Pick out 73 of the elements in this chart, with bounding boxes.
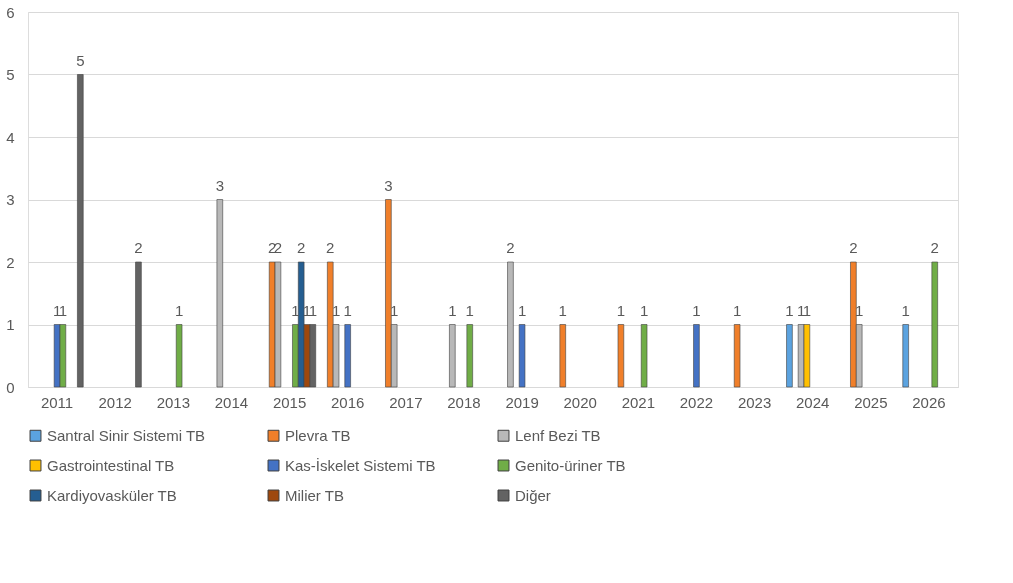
data-label: 5 <box>76 51 85 69</box>
legend-label: Kas-İskelet Sistemi TB <box>285 456 436 474</box>
y-tick-label: 1 <box>6 316 15 333</box>
data-label: 1 <box>802 301 812 319</box>
legend-label: Gastrointestinal TB <box>47 456 175 474</box>
y-tick-label: 2 <box>6 253 15 271</box>
bar <box>786 324 793 388</box>
legend-label: Santral Sinir Sistemi TB <box>47 426 206 444</box>
data-label: 1 <box>901 301 910 319</box>
x-tick-label: 2024 <box>796 393 830 411</box>
bar <box>733 324 741 388</box>
data-label: 1 <box>639 301 649 319</box>
data-label: 1 <box>465 301 474 319</box>
x-tick-label: 2012 <box>98 393 132 411</box>
bar <box>77 74 84 388</box>
x-tick-label: 2014 <box>214 393 249 411</box>
data-label: 2 <box>297 239 306 256</box>
x-tick-label: 2017 <box>389 393 423 411</box>
bar <box>466 324 473 388</box>
bar <box>617 324 625 388</box>
data-label: 1 <box>558 301 567 319</box>
data-label: 1 <box>448 301 457 319</box>
bar <box>931 261 938 388</box>
x-tick-label: 2022 <box>679 393 714 411</box>
x-tick-label: 2021 <box>621 393 655 411</box>
x-tick-label: 2025 <box>854 393 888 411</box>
y-tick-label: 0 <box>6 378 15 396</box>
data-label: 2 <box>930 239 939 256</box>
x-tick-label: 2011 <box>40 393 74 411</box>
data-label: 2 <box>134 239 143 256</box>
data-label: 2 <box>849 239 858 256</box>
bar <box>216 199 224 388</box>
data-label: 1 <box>616 301 626 319</box>
y-tick-label: 4 <box>6 128 15 146</box>
data-label: 1 <box>174 301 184 319</box>
x-tick-label: 2016 <box>331 393 365 411</box>
data-label: 1 <box>732 301 742 319</box>
bar <box>507 261 514 388</box>
x-tick-label: 2013 <box>156 393 190 411</box>
x-tick-label: 2020 <box>563 393 597 411</box>
x-tick-label: 2023 <box>737 393 772 411</box>
legend-label: Genito-üriner TB <box>515 456 626 474</box>
data-label: 3 <box>215 176 224 194</box>
x-tick-label: 2019 <box>505 393 539 411</box>
data-label: 2 <box>326 239 335 256</box>
data-label: 1 <box>343 301 352 319</box>
data-label: 1 <box>58 301 68 319</box>
data-label: 1 <box>517 301 527 319</box>
legend-label: Lenf Bezi TB <box>515 426 601 444</box>
legend-label: Diğer <box>515 486 551 504</box>
x-tick-label: 2018 <box>447 393 481 411</box>
bar <box>640 324 648 388</box>
legend-label: Kardiyovasküler TB <box>47 486 177 504</box>
bar <box>518 324 526 388</box>
y-tick-label: 3 <box>6 191 15 208</box>
data-label: 3 <box>384 176 393 194</box>
legend-label: Milier TB <box>285 486 344 504</box>
y-tick-label: 5 <box>6 66 15 83</box>
data-label: 1 <box>308 301 317 319</box>
bar <box>449 324 456 388</box>
bar <box>902 324 909 388</box>
bar <box>559 324 566 388</box>
bar <box>693 324 700 388</box>
bar <box>344 324 351 388</box>
data-label: 2 <box>506 239 515 256</box>
y-tick-label: 6 <box>6 3 15 21</box>
data-label: 1 <box>692 301 701 319</box>
x-tick-label: 2015 <box>272 393 307 411</box>
bar <box>135 261 142 388</box>
data-label: 1 <box>785 301 794 319</box>
legend-label: Plevra TB <box>285 426 351 444</box>
x-tick-label: 2026 <box>912 393 946 411</box>
bar <box>175 324 183 388</box>
